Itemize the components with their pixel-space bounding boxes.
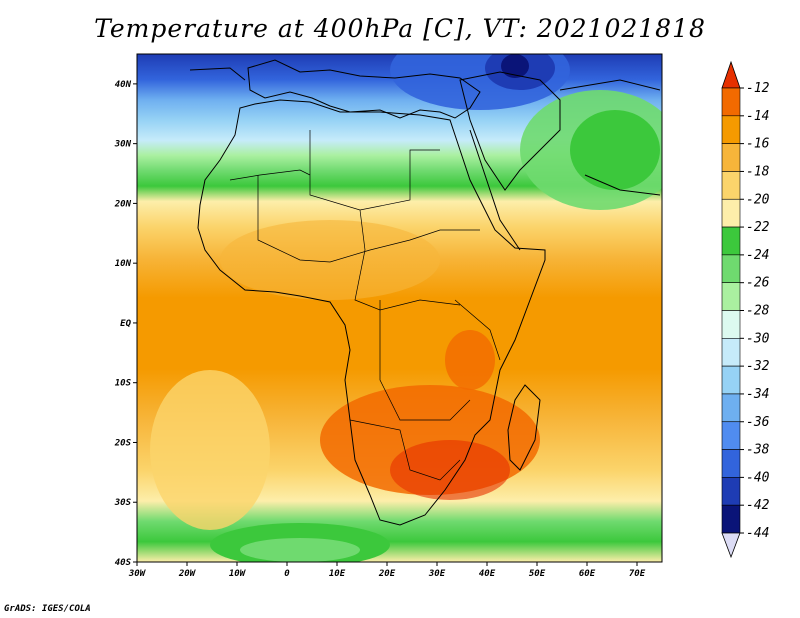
colorbar-label: -26	[746, 276, 770, 291]
colorbar-label: -38	[746, 443, 770, 458]
lon-tick-label: 20E	[378, 569, 396, 579]
lon-tick-label: 70E	[629, 569, 646, 579]
colorbar-legend: -12 -14 -16 -18 -20 -22 -24 -26 -28 -30 -32 -34 -36 -…	[721, 60, 770, 559]
lon-tick-label: 10W	[229, 569, 247, 579]
temperature-field	[137, 54, 662, 562]
colorbar-label: -22	[746, 220, 770, 235]
colorbar-label: -40	[746, 470, 770, 485]
lat-tick-label: 10S	[115, 379, 132, 389]
lon-tick-label: 30W	[128, 569, 147, 579]
colorbar-label: -28	[746, 304, 770, 319]
colorbar-label: -18	[746, 164, 770, 179]
colorbar-swatch	[721, 115, 741, 144]
colorbar-label: -34	[746, 387, 769, 402]
colorbar-label: -42	[746, 498, 770, 513]
colorbar-label: -20	[746, 192, 770, 207]
colorbar-swatch	[721, 338, 741, 367]
lat-tick-label: 10N	[115, 259, 132, 269]
latitude-axis: 40N 30N 20N 10N EQ 10S 20S 30S 40S	[114, 80, 137, 568]
colorbar-swatch	[721, 226, 741, 256]
lat-tick-label: 40N	[115, 80, 132, 90]
lat-tick-label: 20S	[114, 438, 132, 448]
longitude-axis: 30W 20W 10W 0 10E 20E 30E 40E 50E 60E 70E	[128, 562, 646, 579]
coastlines	[189, 59, 661, 526]
lat-tick-label: 30N	[114, 140, 132, 150]
colorbar-swatch	[721, 477, 741, 506]
colorbar-swatch	[721, 143, 741, 172]
colorbar-swatch	[721, 171, 741, 200]
colorbar-bottom-arrow	[721, 532, 741, 559]
colorbar-label: -32	[746, 359, 770, 374]
colorbar-label: -12	[746, 81, 770, 96]
colorbar-swatch	[721, 421, 741, 450]
grads-credit: GrADS: IGES/COLA	[4, 604, 91, 614]
colorbar-label: -16	[746, 137, 770, 152]
lon-tick-label: 10E	[329, 569, 346, 579]
colorbar-swatch	[721, 504, 741, 534]
lon-tick-label: 40E	[479, 569, 496, 579]
colorbar-label: -24	[746, 248, 769, 263]
colorbar-swatch	[721, 365, 741, 395]
lon-tick-label: 30E	[428, 569, 446, 579]
colorbar-swatch	[721, 282, 741, 311]
colorbar-swatch	[721, 198, 741, 228]
colorbar-label: -14	[746, 109, 769, 124]
lon-tick-label: 20W	[178, 569, 197, 579]
colorbar-swatch	[721, 449, 741, 478]
lon-tick-label: 60E	[579, 569, 596, 579]
plot-frame	[136, 53, 663, 563]
lat-tick-label: EQ	[120, 319, 131, 329]
colorbar-swatch	[721, 393, 741, 423]
colorbar-swatch	[721, 254, 741, 283]
colorbar-label: -36	[746, 415, 770, 430]
map-title: Temperature at 400hPa [C], VT: 202102181…	[94, 14, 706, 43]
lat-tick-label: 20N	[114, 199, 132, 209]
colorbar-swatch	[721, 87, 741, 117]
lon-tick-label: 0	[284, 569, 290, 579]
lat-tick-label: 40S	[115, 558, 132, 568]
colorbar-top-arrow	[721, 60, 741, 89]
borders	[229, 130, 501, 481]
lon-tick-label: 50E	[529, 569, 546, 579]
colorbar-label: -44	[746, 526, 769, 541]
lat-tick-label: 30S	[114, 498, 132, 508]
colorbar-swatch	[721, 310, 741, 339]
colorbar-label: -30	[746, 331, 770, 346]
